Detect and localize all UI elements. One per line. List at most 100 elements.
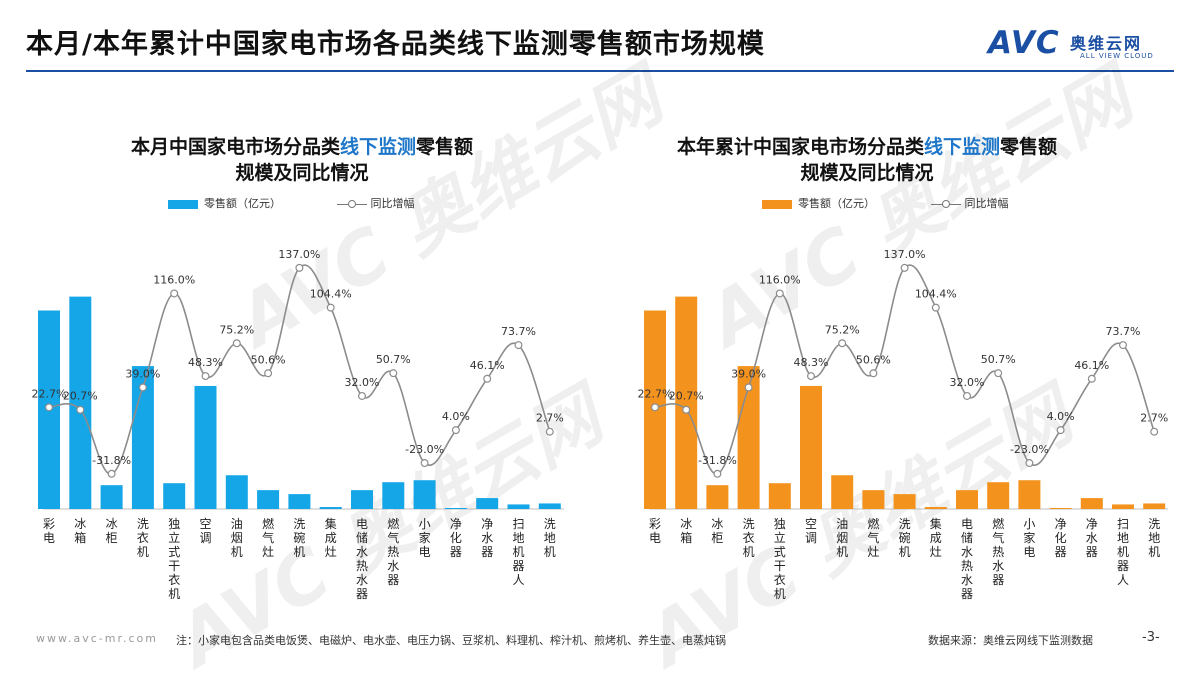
- x-tick-label: 机: [544, 545, 556, 559]
- x-tick-label: 空: [199, 517, 211, 531]
- x-tick-label: 衣: [137, 530, 149, 545]
- logo-en: ALL VIEW CLOUD: [1080, 52, 1154, 60]
- x-tick-label: 水: [387, 559, 399, 573]
- logo-cn: 奥维云网: [1070, 34, 1143, 53]
- x-tick-label: 独: [168, 517, 180, 531]
- yoy-point: [806, 372, 815, 381]
- yoy-data-label: 2.7%: [1140, 412, 1168, 425]
- x-tick-label: 水: [961, 545, 973, 559]
- yoy-point: [201, 372, 210, 381]
- bar-净水器: [476, 498, 499, 509]
- yoy-point: [545, 427, 554, 436]
- x-tick-label: 成: [930, 531, 942, 545]
- x-tick-label: 水: [961, 573, 973, 587]
- x-tick-label: 器: [356, 587, 368, 601]
- x-tick-label: 气: [387, 530, 399, 545]
- x-tick-label: 冰: [680, 517, 692, 531]
- x-tick-label: 器: [450, 545, 462, 559]
- bar-集成灶: [319, 507, 342, 509]
- footer-note: 注：小家电包含品类电饭煲、电磁炉、电水壶、电压力锅、豆浆机、料理机、榨汁机、煎烤…: [176, 634, 726, 647]
- x-tick-label: 器: [1055, 545, 1067, 559]
- x-tick-label: 机: [137, 545, 149, 559]
- x-tick-label: 电: [356, 517, 368, 531]
- x-tick-label: 衣: [774, 572, 786, 587]
- yoy-point: [44, 403, 53, 412]
- yoy-data-label: 32.0%: [950, 376, 985, 389]
- yoy-point: [713, 469, 722, 478]
- x-tick-label: 干: [168, 559, 180, 573]
- chart-title-line2: 规模及同比情况: [800, 162, 934, 184]
- yoy-data-label: 39.0%: [125, 367, 160, 380]
- bar-洗地机: [1143, 503, 1166, 509]
- x-tick-label: 冰: [74, 517, 86, 531]
- legend-line-label: 同比增幅: [370, 197, 415, 210]
- x-tick-label: 衣: [743, 530, 755, 545]
- bar-空调: [800, 385, 822, 509]
- bar-洗衣机: [131, 366, 154, 509]
- footer-url[interactable]: www.avc-mr.com: [36, 632, 158, 645]
- yoy-point: [295, 263, 304, 272]
- yoy-point: [232, 339, 241, 348]
- yoy-data-label: 39.0%: [731, 367, 766, 380]
- bar-冰箱: [69, 296, 92, 509]
- legend-bar-label: 零售额（亿元）: [204, 197, 281, 210]
- yoy-data-label: 2.7%: [536, 412, 564, 425]
- x-tick-label: 洗: [743, 517, 755, 531]
- x-tick-label: 净: [450, 517, 462, 531]
- x-tick-label: 热: [961, 559, 973, 573]
- x-tick-label: 烟: [836, 531, 848, 545]
- x-tick-label: 干: [774, 559, 786, 573]
- x-tick-label: 碗: [293, 530, 305, 545]
- yoy-point: [869, 369, 878, 378]
- page-title: 本月/本年累计中国家电市场各品类线下监测零售额市场规模: [26, 29, 765, 60]
- x-tick-label: 灶: [930, 545, 942, 559]
- x-tick-label: 净: [1086, 517, 1098, 531]
- bar-电储水热水器: [956, 490, 978, 509]
- yoy-point: [1150, 427, 1159, 436]
- x-tick-label: 地: [1148, 531, 1160, 545]
- yoy-data-label: 4.0%: [1047, 410, 1075, 423]
- yoy-data-label: 75.2%: [219, 323, 254, 336]
- x-tick-label: 机: [293, 545, 305, 559]
- legend-item-bar: 零售额（亿元）: [168, 195, 281, 211]
- x-tick-label: 箱: [74, 530, 86, 545]
- x-tick-label: 式: [774, 545, 786, 559]
- x-tick-label: 洗: [544, 517, 556, 531]
- x-tick-label: 集: [325, 516, 337, 531]
- x-tick-label: 化: [450, 531, 462, 545]
- footer-source: 数据来源：奥维云网线下监测数据: [928, 634, 1093, 647]
- x-tick-label: 碗: [899, 530, 911, 545]
- x-tick-label: 独: [774, 517, 786, 531]
- legend-ytd: 零售额（亿元） 同比增幅: [762, 195, 1061, 211]
- yoy-data-label: 46.1%: [470, 359, 505, 372]
- x-tick-label: 燃: [992, 516, 1004, 531]
- x-tick-label: 电: [419, 545, 431, 559]
- bar-冰柜: [706, 485, 729, 509]
- yoy-data-label: -23.0%: [1010, 443, 1049, 456]
- x-tick-label: 油: [836, 517, 848, 531]
- yoy-point: [170, 289, 179, 298]
- yoy-point: [682, 405, 691, 414]
- yoy-data-label: 48.3%: [188, 356, 223, 369]
- x-tick-label: 立: [774, 530, 786, 545]
- bar-电储水热水器: [351, 490, 373, 509]
- bar-油烟机: [831, 475, 854, 509]
- yoy-point: [962, 391, 971, 400]
- x-tick-label: 器: [1086, 545, 1098, 559]
- x-tick-label: 热: [992, 545, 1004, 559]
- x-tick-label: 洗: [293, 517, 305, 531]
- x-tick-label: 人: [1117, 573, 1129, 587]
- yoy-data-label: 73.7%: [501, 325, 536, 338]
- yoy-point: [138, 383, 147, 392]
- bar-净化器: [1049, 508, 1072, 509]
- x-tick-label: 储: [961, 530, 973, 545]
- page-number: -3-: [1142, 630, 1160, 645]
- yoy-data-label: 104.4%: [915, 288, 957, 301]
- yoy-data-label: 46.1%: [1074, 359, 1109, 372]
- x-tick-label: 净: [1055, 517, 1067, 531]
- chart-title-ytd: 本年累计中国家电市场分品类线下监测零售额 规模及同比情况: [587, 134, 1147, 186]
- legend-monthly: 零售额（亿元） 同比增幅: [168, 195, 467, 211]
- bar-独立式干衣机: [768, 483, 791, 509]
- x-tick-label: 烟: [231, 531, 243, 545]
- bar-独立式干衣机: [163, 483, 186, 509]
